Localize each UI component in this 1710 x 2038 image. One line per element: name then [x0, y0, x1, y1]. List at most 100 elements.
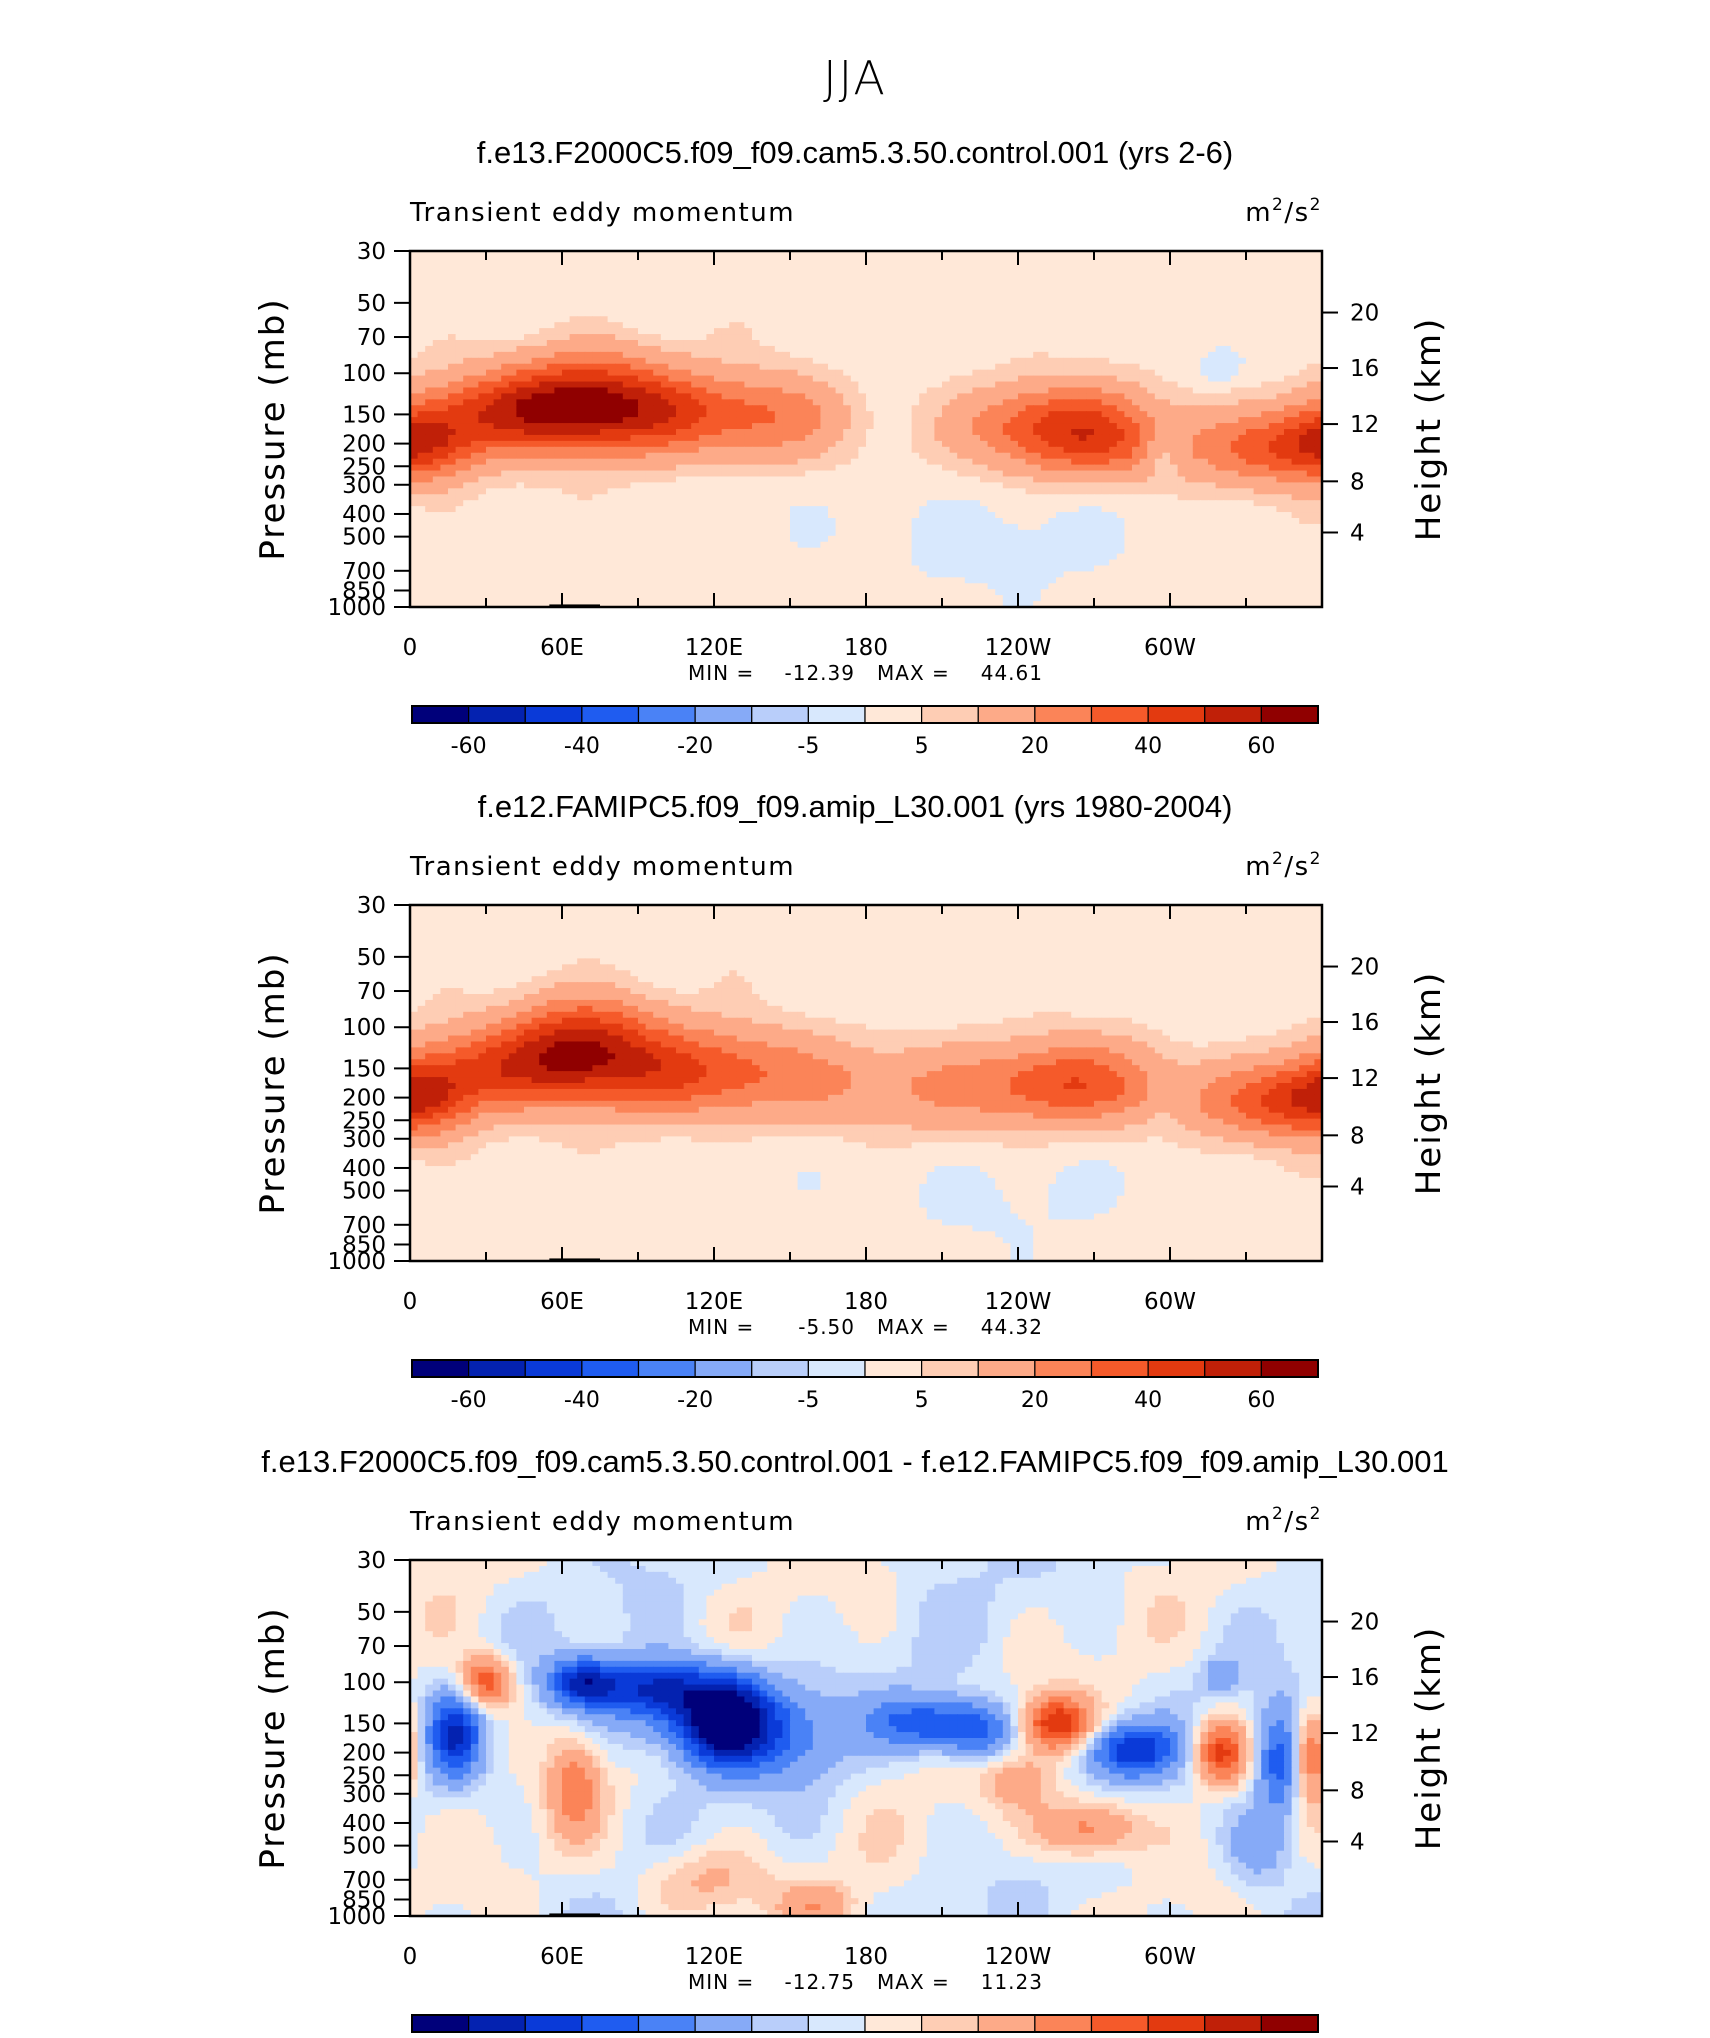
heatmap-cell [493, 494, 502, 501]
heatmap-cell [1306, 423, 1315, 430]
heatmap-cell [866, 476, 875, 483]
heatmap-cell [1185, 470, 1194, 478]
heatmap-cell [1162, 357, 1171, 365]
heatmap-cell [615, 476, 624, 483]
heatmap-cell [1230, 322, 1239, 329]
heatmap-cell [942, 399, 951, 406]
heatmap-cell [805, 262, 814, 270]
heatmap-cell [1230, 292, 1239, 300]
heatmap-cell [995, 316, 1004, 323]
heatmap-cell [478, 286, 487, 294]
heatmap-cell [410, 458, 419, 466]
heatmap-cell [797, 429, 806, 436]
heatmap-cell [524, 363, 533, 371]
heatmap-cell [668, 340, 677, 347]
heatmap-cell [1132, 470, 1141, 478]
heatmap-cell [1185, 292, 1194, 300]
heatmap-cell [1299, 363, 1308, 371]
heatmap-cell [1033, 387, 1042, 394]
heatmap-cell [744, 334, 753, 341]
heatmap-cell [752, 381, 761, 389]
heatmap-cell [1018, 262, 1027, 270]
heatmap-cell [1154, 381, 1163, 389]
heatmap-cell [486, 387, 495, 394]
heatmap-cell [1314, 304, 1322, 311]
heatmap-cell [957, 292, 966, 300]
heatmap-cell [1086, 458, 1095, 466]
heatmap-cell [972, 351, 981, 359]
heatmap-cell [797, 369, 806, 377]
heatmap-cell [562, 375, 571, 383]
heatmap-cell [584, 429, 593, 436]
heatmap-cell [470, 280, 479, 288]
heatmap-cell [1124, 251, 1133, 258]
heatmap-cell [774, 286, 783, 294]
heatmap-cell [463, 286, 472, 294]
heatmap-cell [1116, 458, 1125, 466]
heatmap-cell [721, 316, 730, 323]
heatmap-cell [790, 411, 799, 418]
heatmap-cell [508, 328, 517, 335]
heatmap-cell [432, 423, 441, 430]
heatmap-cell [508, 405, 517, 412]
heatmap-cell [546, 304, 555, 311]
heatmap-cell [1306, 387, 1315, 394]
heatmap-cell [539, 369, 548, 377]
heatmap-cell [508, 274, 517, 282]
heatmap-cell [546, 268, 555, 276]
heatmap-cell [942, 429, 951, 436]
heatmap-cell [1253, 363, 1262, 371]
heatmap-cell [676, 334, 685, 341]
heatmap-cell [691, 340, 700, 347]
heatmap-cell [1116, 256, 1125, 264]
heatmap-cell [1086, 464, 1095, 472]
heatmap-cell [820, 251, 829, 258]
heatmap-cell [767, 470, 776, 478]
heatmap-cell [592, 429, 601, 436]
heatmap-cell [805, 405, 814, 412]
heatmap-cell [767, 440, 776, 448]
heatmap-cell [425, 470, 434, 478]
heatmap-cell [455, 369, 464, 377]
heatmap-cell [736, 399, 745, 406]
heatmap-cell [1230, 357, 1239, 365]
heatmap-cell [1056, 286, 1065, 294]
heatmap-cell [600, 393, 609, 400]
heatmap-cell [820, 381, 829, 389]
heatmap-cell [805, 393, 814, 400]
heatmap-cell [797, 322, 806, 329]
heatmap-cell [417, 405, 426, 412]
heatmap-cell [911, 369, 920, 377]
heatmap-cell [1124, 280, 1133, 288]
heatmap-cell [1094, 298, 1103, 305]
heatmap-cell [957, 340, 966, 347]
heatmap-cell [721, 298, 730, 305]
heatmap-cell [546, 310, 555, 317]
heatmap-cell [653, 292, 662, 300]
heatmap-cell [926, 423, 935, 430]
heatmap-cell [668, 452, 677, 460]
heatmap-cell [1276, 399, 1285, 406]
heatmap-cell [911, 280, 920, 288]
heatmap-cell [1094, 488, 1103, 495]
heatmap-cell [1139, 434, 1148, 442]
heatmap-cell [767, 423, 776, 430]
heatmap-cell [1314, 274, 1322, 282]
heatmap-cell [812, 274, 821, 282]
heatmap-cell [1185, 274, 1194, 282]
heatmap-cell [1124, 405, 1133, 412]
heatmap-cell [653, 405, 662, 412]
heatmap-cell [729, 446, 738, 454]
heatmap-cell [615, 357, 624, 365]
heatmap-cell [1109, 286, 1118, 294]
heatmap-cell [904, 280, 913, 288]
heatmap-cell [1071, 458, 1080, 466]
heatmap-cell [1291, 351, 1300, 359]
heatmap-cell [615, 298, 624, 305]
heatmap-cell [926, 470, 935, 478]
heatmap-cell [1056, 351, 1065, 359]
heatmap-cell [1246, 417, 1255, 424]
heatmap-cell [1056, 345, 1065, 353]
heatmap-cell [904, 322, 913, 329]
heatmap-cell [1063, 488, 1072, 495]
